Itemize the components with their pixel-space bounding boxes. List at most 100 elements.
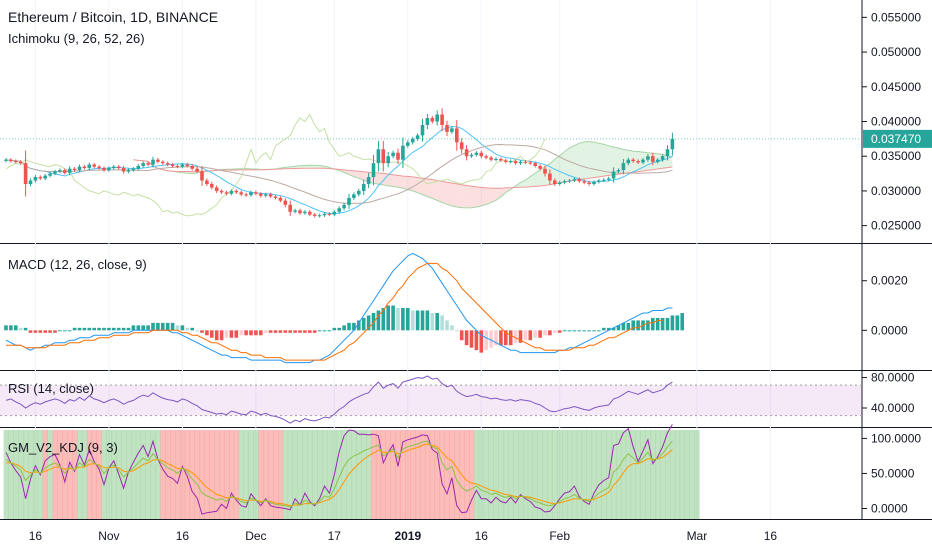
candle-body[interactable] <box>631 159 635 162</box>
macd-histogram-bar[interactable] <box>415 310 420 331</box>
macd-histogram-bar[interactable] <box>195 330 199 332</box>
candle-body[interactable] <box>474 152 479 155</box>
macd-histogram-bar[interactable] <box>342 325 346 331</box>
macd-histogram-bar[interactable] <box>156 322 160 331</box>
candle-body[interactable] <box>494 158 498 160</box>
macd-layer[interactable] <box>4 252 684 364</box>
candle-body[interactable] <box>332 211 337 215</box>
macd-histogram-bar[interactable] <box>430 312 435 331</box>
candle-body[interactable] <box>401 145 405 160</box>
candle-body[interactable] <box>259 193 263 196</box>
macd-histogram-bar[interactable] <box>244 330 248 336</box>
candle-body[interactable] <box>602 179 606 181</box>
candle-body[interactable] <box>97 166 101 169</box>
macd-histogram-bar[interactable] <box>214 330 219 341</box>
macd-histogram-bar[interactable] <box>616 325 621 331</box>
candle-body[interactable] <box>425 118 430 125</box>
candle-body[interactable] <box>641 159 645 163</box>
macd-histogram-bar[interactable] <box>518 330 523 343</box>
macd-histogram-bar[interactable] <box>626 322 631 331</box>
macd-histogram-bar[interactable] <box>327 330 332 332</box>
candle-body[interactable] <box>205 180 209 184</box>
candle-body[interactable] <box>523 161 528 163</box>
candle-body[interactable] <box>655 159 660 162</box>
macd-histogram-bar[interactable] <box>489 330 493 348</box>
candle-body[interactable] <box>577 179 582 182</box>
macd-histogram-bar[interactable] <box>263 330 268 333</box>
macd-histogram-bar[interactable] <box>469 330 474 348</box>
macd-histogram-bar[interactable] <box>165 322 170 331</box>
candle-body[interactable] <box>381 149 386 164</box>
macd-histogram-bar[interactable] <box>38 330 43 333</box>
candle-body[interactable] <box>366 177 371 184</box>
macd-histogram-bar[interactable] <box>557 330 562 333</box>
macd-histogram-bar[interactable] <box>322 330 327 332</box>
macd-histogram-bar[interactable] <box>298 330 302 333</box>
macd-histogram-bar[interactable] <box>4 325 8 331</box>
macd-histogram-bar[interactable] <box>141 325 145 331</box>
macd-histogram-bar[interactable] <box>87 327 92 331</box>
macd-histogram-bar[interactable] <box>445 320 449 331</box>
macd-histogram-bar[interactable] <box>229 330 234 338</box>
candle-body[interactable] <box>116 166 121 169</box>
macd-histogram-bar[interactable] <box>592 330 596 332</box>
candle-body[interactable] <box>543 168 547 174</box>
candle-body[interactable] <box>283 200 288 205</box>
candle-body[interactable] <box>82 166 87 169</box>
macd-histogram-bar[interactable] <box>175 325 180 331</box>
macd-histogram-bar[interactable] <box>107 327 111 331</box>
macd-histogram-bar[interactable] <box>205 330 209 336</box>
candle-body[interactable] <box>72 168 77 171</box>
macd-histogram-bar[interactable] <box>249 330 253 336</box>
candle-body[interactable] <box>131 168 136 171</box>
candle-body[interactable] <box>165 163 170 165</box>
candle-body[interactable] <box>376 149 381 164</box>
macd-histogram-bar[interactable] <box>366 315 371 331</box>
candle-body[interactable] <box>126 170 131 172</box>
macd-histogram-bar[interactable] <box>567 330 572 332</box>
macd-histogram-bar[interactable] <box>425 310 430 331</box>
candle-body[interactable] <box>582 181 586 183</box>
candle-body[interactable] <box>430 118 435 122</box>
candle-body[interactable] <box>273 196 278 198</box>
macd-histogram-bar[interactable] <box>675 315 680 331</box>
candle-body[interactable] <box>102 168 106 171</box>
candle-body[interactable] <box>651 156 655 162</box>
macd-histogram-bar[interactable] <box>562 330 567 332</box>
macd-histogram-bar[interactable] <box>455 330 459 332</box>
candle-body[interactable] <box>587 182 591 184</box>
macd-histogram-bar[interactable] <box>43 330 47 333</box>
macd-histogram-bar[interactable] <box>572 330 577 332</box>
macd-histogram-bar[interactable] <box>347 322 351 331</box>
macd-histogram-bar[interactable] <box>112 327 116 331</box>
macd-histogram-bar[interactable] <box>136 325 141 331</box>
macd-histogram-bar[interactable] <box>131 325 136 331</box>
macd-histogram-bar[interactable] <box>381 308 386 331</box>
candle-body[interactable] <box>562 181 567 183</box>
macd-histogram-bar[interactable] <box>543 330 547 336</box>
candle-body[interactable] <box>440 114 444 125</box>
macd-histogram-bar[interactable] <box>72 327 77 331</box>
macd-histogram-bar[interactable] <box>352 322 356 331</box>
macd-histogram-bar[interactable] <box>401 308 405 331</box>
macd-histogram-bar[interactable] <box>538 330 542 338</box>
macd-histogram-bar[interactable] <box>606 327 611 331</box>
candle-body[interactable] <box>317 215 322 217</box>
candle-body[interactable] <box>156 159 160 162</box>
macd-histogram-bar[interactable] <box>396 308 400 331</box>
candle-body[interactable] <box>342 204 346 209</box>
macd-histogram-bar[interactable] <box>420 310 425 331</box>
macd-histogram-bar[interactable] <box>474 330 479 351</box>
macd-histogram-bar[interactable] <box>151 322 155 331</box>
macd-histogram-bar[interactable] <box>273 330 278 333</box>
macd-histogram-bar[interactable] <box>126 327 131 331</box>
macd-histogram-bar[interactable] <box>97 327 101 331</box>
candle-body[interactable] <box>48 173 52 176</box>
macd-histogram-bar[interactable] <box>410 310 415 331</box>
macd-histogram-bar[interactable] <box>82 327 87 331</box>
candle-body[interactable] <box>508 161 513 163</box>
candle-body[interactable] <box>464 149 469 157</box>
macd-histogram-bar[interactable] <box>293 330 297 333</box>
macd-histogram-bar[interactable] <box>621 322 626 331</box>
macd-histogram-bar[interactable] <box>283 330 288 333</box>
